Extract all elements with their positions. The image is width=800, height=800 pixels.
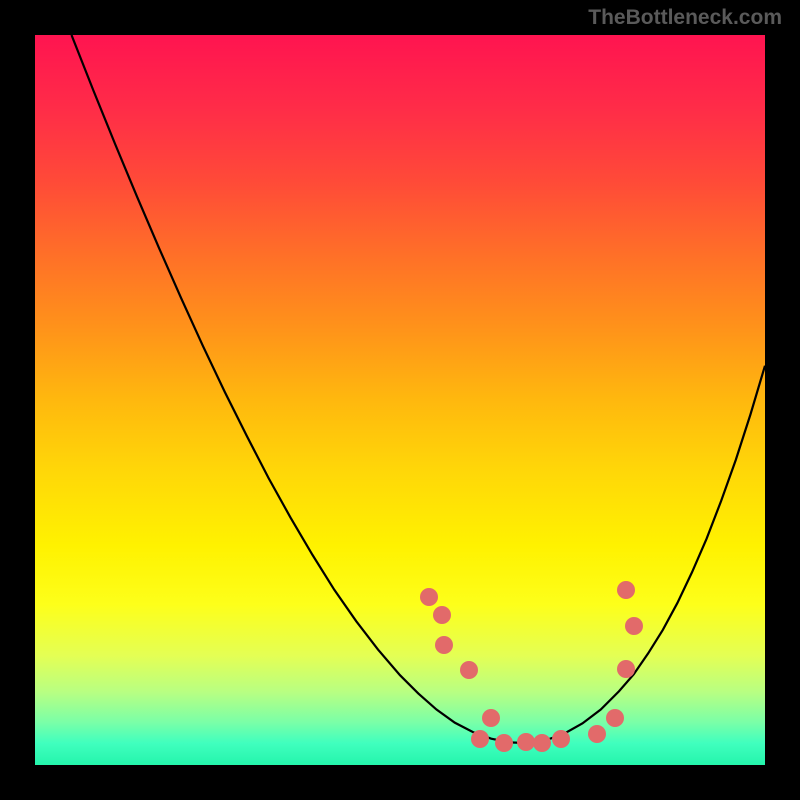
data-marker <box>625 617 643 635</box>
data-marker <box>435 636 453 654</box>
chart-plot-area <box>35 35 765 765</box>
marker-layer <box>35 35 765 765</box>
watermark-text: TheBottleneck.com <box>588 6 782 30</box>
data-marker <box>552 730 570 748</box>
data-marker <box>433 606 451 624</box>
data-marker <box>617 581 635 599</box>
data-marker <box>517 733 535 751</box>
data-marker <box>482 709 500 727</box>
data-marker <box>606 709 624 727</box>
data-marker <box>460 661 478 679</box>
data-marker <box>617 660 635 678</box>
data-marker <box>533 734 551 752</box>
data-marker <box>471 730 489 748</box>
data-marker <box>420 588 438 606</box>
data-marker <box>495 734 513 752</box>
data-marker <box>588 725 606 743</box>
